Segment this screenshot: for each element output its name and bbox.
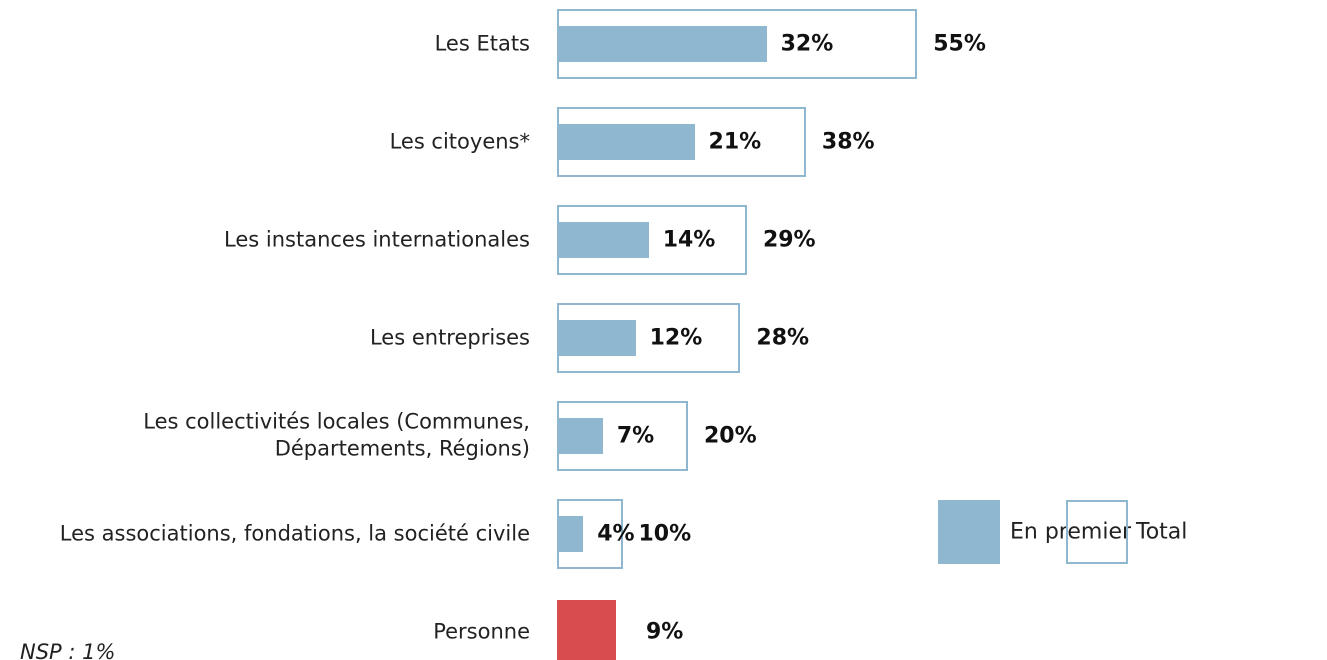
- annotation: NSP : 1%: [20, 640, 116, 660]
- value-label: 28%: [756, 325, 810, 351]
- bar-first: [557, 600, 616, 660]
- category-label: Les citoyens*: [389, 129, 530, 154]
- category-label: Les collectivités locales (Communes, Dép…: [143, 409, 530, 461]
- value-label: 9%: [645, 619, 684, 645]
- value-label: 4%: [597, 521, 635, 547]
- value-label: 55%: [933, 31, 986, 57]
- category-label: Les associations, fondations, la société…: [59, 521, 530, 546]
- legend-label: Total: [1136, 519, 1188, 545]
- value-label: 7%: [616, 423, 655, 449]
- value-label: 21%: [708, 129, 762, 155]
- bar-first: [557, 222, 649, 258]
- legend-swatch: [1066, 500, 1128, 564]
- bar-first: [557, 320, 636, 356]
- legend-swatch: [938, 500, 1000, 564]
- value-label: 20%: [704, 423, 757, 449]
- bar-first: [557, 124, 695, 160]
- category-label: Les entreprises: [369, 325, 530, 350]
- bar-total: [557, 205, 747, 275]
- value-label: 38%: [821, 129, 875, 155]
- value-label: 10%: [638, 521, 692, 547]
- category-label: Les instances internationales: [224, 227, 530, 252]
- bar-first: [557, 26, 767, 62]
- legend-label: En premier: [1010, 519, 1132, 545]
- value-label: 29%: [762, 227, 816, 253]
- bar-first: [557, 516, 584, 552]
- value-label: 14%: [662, 227, 716, 253]
- category-label: Personne: [433, 619, 530, 644]
- bar-first: [557, 418, 603, 454]
- value-label: 12%: [649, 325, 703, 351]
- category-label: Les Etats: [434, 31, 530, 56]
- value-label: 32%: [780, 31, 834, 57]
